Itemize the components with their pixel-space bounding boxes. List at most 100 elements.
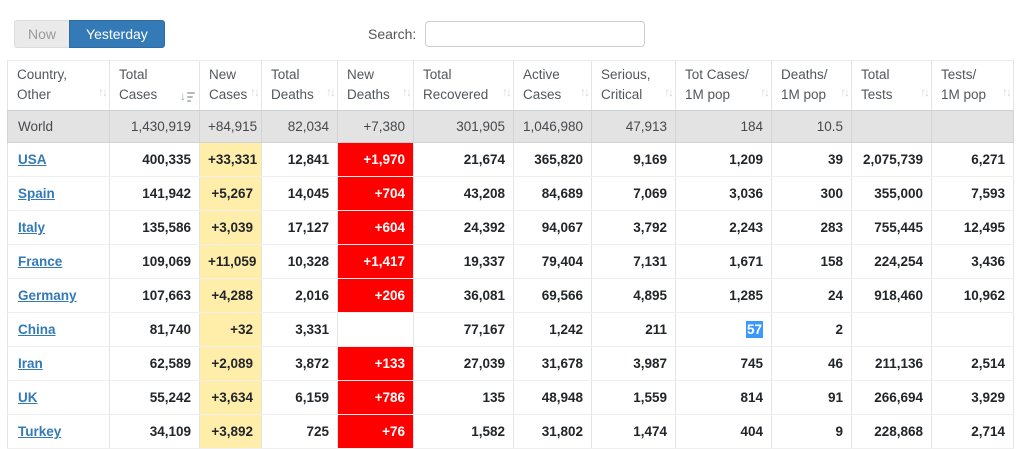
- table-header-row: Country, Other ↑↓ Total Cases ↓ New Cases ↑↓ Tota…: [7, 60, 1014, 111]
- column-header-total_tests[interactable]: Total Tests ↑↓: [851, 60, 932, 111]
- cell-tests_1m: 6,271: [931, 142, 1014, 177]
- cell-tot_cases_1m: 57: [675, 312, 772, 347]
- cell-serious_critical: 47,913: [591, 110, 676, 143]
- cell-total_recovered: 301,905: [413, 110, 514, 143]
- cell-new_cases: +5,267: [199, 176, 262, 211]
- cell-deaths_1m: 10.5: [771, 110, 852, 143]
- cell-tot_cases_1m: 814: [675, 380, 772, 415]
- column-header-deaths_1m[interactable]: Deaths/1M pop ↑↓: [771, 60, 852, 111]
- search-area: Search:: [368, 21, 646, 47]
- country-link-france[interactable]: France: [18, 254, 63, 269]
- sort-icon: ↑↓: [98, 84, 108, 99]
- time-toggle-group: Now Yesterday: [14, 20, 165, 48]
- column-header-tot_cases_1m[interactable]: Tot Cases/1M pop ↑↓: [675, 60, 772, 111]
- cell-active_cases: 1,046,980: [513, 110, 592, 143]
- cell-new_cases: +32: [199, 312, 262, 347]
- table-row: Spain 141,942 +5,267 14,045 +704 43,208 84,689…: [7, 176, 1014, 211]
- cell-new_deaths: +604: [337, 210, 414, 245]
- column-header-label: New Deaths: [347, 66, 390, 102]
- cell-active_cases: 31,678: [513, 346, 592, 381]
- cell-tests_1m: 12,495: [931, 210, 1014, 245]
- table-row: Iran 62,589 +2,089 3,872 +133 27,039 31,678 3,9…: [7, 346, 1014, 381]
- cell-new_deaths: +1,417: [337, 244, 414, 279]
- cell-tot_cases_1m: 3,036: [675, 176, 772, 211]
- sort-icon: ↑↓: [250, 84, 260, 99]
- column-header-country[interactable]: Country, Other ↑↓: [7, 60, 110, 111]
- column-header-label: Total Cases: [119, 66, 158, 102]
- cell-new_deaths: +133: [337, 346, 414, 381]
- country-link-germany[interactable]: Germany: [18, 288, 77, 303]
- country-link-spain[interactable]: Spain: [18, 186, 55, 201]
- cell-tot_cases_1m: 404: [675, 414, 772, 449]
- cell-new_deaths: [337, 312, 414, 347]
- cell-tot_cases_1m: 745: [675, 346, 772, 381]
- column-header-new_deaths[interactable]: New Deaths ↑↓: [337, 60, 414, 111]
- cell-active_cases: 48,948: [513, 380, 592, 415]
- column-header-label: Tests/1M pop: [941, 66, 987, 102]
- cell-serious_critical: 7,131: [591, 244, 676, 279]
- column-header-label: Total Tests: [861, 66, 893, 102]
- country-link-uk[interactable]: UK: [18, 390, 38, 405]
- table-row: China 81,740 +32 3,331 77,167 1,242 211 57 2: [7, 312, 1014, 347]
- cell-total_recovered: 1,582: [413, 414, 514, 449]
- country-link-turkey[interactable]: Turkey: [18, 424, 62, 439]
- cell-new_deaths: +786: [337, 380, 414, 415]
- cell-tests_1m: 3,436: [931, 244, 1014, 279]
- cell-country: World: [7, 110, 110, 143]
- cell-deaths_1m: 39: [771, 142, 852, 177]
- cell-total_cases: 62,589: [109, 346, 200, 381]
- column-header-serious_critical[interactable]: Serious, Critical ↑↓: [591, 60, 676, 111]
- cell-new_deaths: +704: [337, 176, 414, 211]
- column-header-total_deaths[interactable]: Total Deaths ↑↓: [261, 60, 338, 111]
- country-link-china[interactable]: China: [18, 322, 56, 337]
- cell-new_cases: +4,288: [199, 278, 262, 313]
- cell-total_recovered: 77,167: [413, 312, 514, 347]
- column-header-total_recovered[interactable]: Total Recovered ↑↓: [413, 60, 514, 111]
- cell-deaths_1m: 91: [771, 380, 852, 415]
- column-header-label: Total Recovered: [423, 66, 489, 102]
- cell-total_deaths: 82,034: [261, 110, 338, 143]
- search-label: Search:: [368, 26, 417, 42]
- cell-country: UK: [7, 380, 110, 415]
- cell-active_cases: 84,689: [513, 176, 592, 211]
- cell-new_deaths: +76: [337, 414, 414, 449]
- cell-active_cases: 69,566: [513, 278, 592, 313]
- cell-serious_critical: 211: [591, 312, 676, 347]
- cell-new_cases: +11,059: [199, 244, 262, 279]
- cell-total_recovered: 36,081: [413, 278, 514, 313]
- country-link-usa[interactable]: USA: [18, 152, 47, 167]
- cell-new_cases: +3,634: [199, 380, 262, 415]
- cell-total_cases: 109,069: [109, 244, 200, 279]
- column-header-active_cases[interactable]: Active Cases ↑↓: [513, 60, 592, 111]
- cell-tot_cases_1m: 184: [675, 110, 772, 143]
- cell-total_recovered: 24,392: [413, 210, 514, 245]
- country-link-iran[interactable]: Iran: [18, 356, 43, 371]
- cell-new_cases: +33,331: [199, 142, 262, 177]
- toolbar: Now Yesterday Search:: [0, 0, 1020, 60]
- cell-country: USA: [7, 142, 110, 177]
- search-input[interactable]: [425, 21, 646, 47]
- cell-deaths_1m: 2: [771, 312, 852, 347]
- cell-total_tests: 228,868: [851, 414, 932, 449]
- now-button[interactable]: Now: [14, 20, 70, 48]
- sort-icon: ↑↓: [840, 84, 850, 99]
- table-row: France 109,069 +11,059 10,328 +1,417 19,337 79…: [7, 244, 1014, 279]
- column-header-new_cases[interactable]: New Cases ↑↓: [199, 60, 262, 111]
- cell-active_cases: 365,820: [513, 142, 592, 177]
- country-link-italy[interactable]: Italy: [18, 220, 46, 235]
- world-row: World 1,430,919 +84,915 82,034 +7,380 301,905…: [7, 110, 1014, 143]
- cell-total_tests: 211,136: [851, 346, 932, 381]
- cell-total_deaths: 17,127: [261, 210, 338, 245]
- cell-total_cases: 400,335: [109, 142, 200, 177]
- cell-total_recovered: 43,208: [413, 176, 514, 211]
- column-header-total_cases[interactable]: Total Cases ↓: [109, 60, 200, 111]
- cell-total_deaths: 3,872: [261, 346, 338, 381]
- cell-total_recovered: 19,337: [413, 244, 514, 279]
- cell-total_deaths: 12,841: [261, 142, 338, 177]
- column-header-tests_1m[interactable]: Tests/1M pop ↑↓: [931, 60, 1014, 111]
- cell-serious_critical: 9,169: [591, 142, 676, 177]
- cell-tests_1m: 10,962: [931, 278, 1014, 313]
- cell-tot_cases_1m: 1,285: [675, 278, 772, 313]
- cell-tot_cases_1m: 1,209: [675, 142, 772, 177]
- yesterday-button[interactable]: Yesterday: [69, 20, 165, 48]
